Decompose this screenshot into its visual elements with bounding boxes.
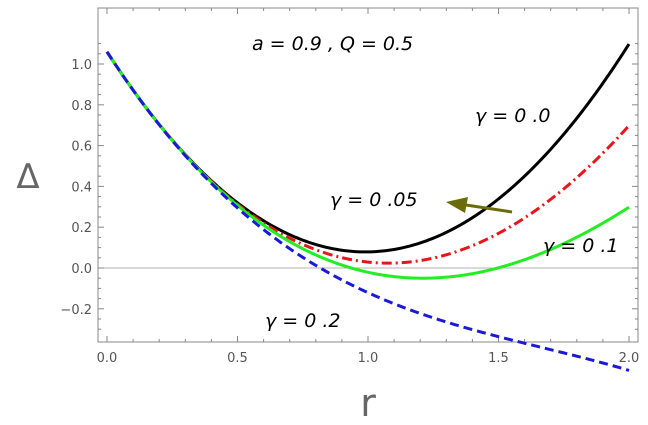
x-axis-ticks: 0.0 0.5 1.0 1.5 2.0 [97, 8, 640, 366]
y-tick-label: 0.8 [71, 99, 92, 114]
arrow-head [446, 197, 468, 213]
y-tick-label: −0.2 [60, 303, 92, 318]
series-curves [105, 43, 631, 372]
y-tick-label: 1.0 [71, 58, 92, 73]
x-tick-label: 2.0 [619, 351, 640, 366]
label-gamma-01: γ = 0 .1 [543, 235, 619, 257]
x-tick-label: 0.0 [97, 351, 118, 366]
y-tick-label: 0.2 [71, 221, 92, 236]
y-axis-title: Δ [16, 157, 39, 197]
label-gamma-0: γ = 0 .0 [475, 105, 551, 127]
label-gamma-005: γ = 0 .05 [330, 189, 418, 211]
x-tick-label: 1.5 [488, 351, 509, 366]
plot-border [97, 7, 639, 343]
arrow-shaft [465, 203, 513, 214]
x-tick-label: 1.0 [358, 351, 379, 366]
arrow-annotation [446, 197, 513, 214]
params-annotation: a = 0.9 , Q = 0.5 [252, 33, 413, 55]
x-axis-title: r [360, 381, 376, 425]
label-gamma-02: γ = 0 .2 [265, 310, 341, 332]
y-tick-label: 0.4 [71, 180, 92, 195]
series-curve-gamma-02 [105, 50, 630, 372]
y-tick-label: 0.6 [71, 140, 92, 155]
y-axis-ticks: −0.2 0.0 0.2 0.4 0.6 0.8 1.0 [60, 43, 638, 330]
plot-frame [97, 7, 639, 343]
x-tick-label: 0.5 [227, 351, 248, 366]
y-tick-label: 0.0 [71, 262, 92, 277]
series-curve-gamma-0 [105, 43, 631, 254]
